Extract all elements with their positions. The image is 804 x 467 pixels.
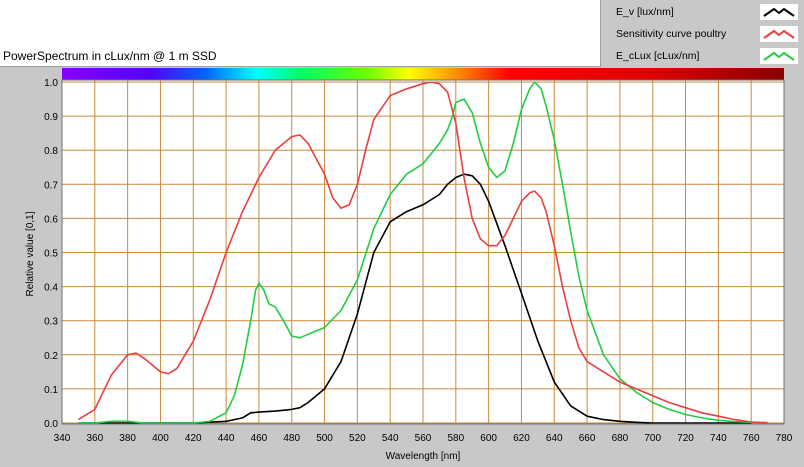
x-tick-label: 500 [316,433,333,444]
x-tick-label: 440 [218,433,235,444]
x-tick-label: 700 [644,433,661,444]
x-tick-label: 760 [743,433,760,444]
y-tick-label: 0.2 [44,351,58,362]
legend-swatch-ev[interactable] [760,4,798,20]
x-tick-label: 680 [612,433,629,444]
x-tick-label: 740 [710,433,727,444]
y-tick-label: 0.9 [44,112,58,123]
y-tick-label: 1.0 [44,78,58,89]
plot-frame [61,79,785,425]
x-tick-label: 380 [119,433,136,444]
x-tick-label: 620 [513,433,530,444]
x-tick-label: 640 [546,433,563,444]
x-tick-label: 520 [349,433,366,444]
x-tick-label: 360 [86,433,103,444]
x-axis-title: Wavelength [nm] [386,451,461,462]
legend-swatch-eclux[interactable] [760,48,798,64]
legend: E_v [lux/nm] Sensitivity curve poultry E… [612,0,804,68]
y-tick-label: 0.8 [44,146,58,157]
legend-item-ev[interactable]: E_v [lux/nm] [612,2,802,22]
legend-label-poultry: Sensitivity curve poultry [616,28,727,40]
x-tick-label: 480 [283,433,300,444]
y-tick-label: 0.4 [44,283,58,294]
y-tick-label: 0.5 [44,249,58,260]
x-tick-label: 600 [480,433,497,444]
y-tick-label: 0.6 [44,214,58,225]
y-axis-title: Relative value [0,1] [25,211,36,296]
grid [61,80,785,424]
series-line-eclux [78,82,752,424]
series-line-ev [78,173,752,424]
header-panel: PowerSpectrum in cLux/nm @ 1 m SSD [0,0,601,67]
x-tick-label: 340 [54,433,71,444]
x-tick-label: 660 [579,433,596,444]
x-tick-label: 580 [447,433,464,444]
y-tick-labels: 0.0 0.1 0.2 0.3 0.4 0.5 0.6 0.7 0.8 0.9 1.0 [44,78,58,430]
x-tick-label: 780 [776,433,793,444]
x-tick-label: 720 [677,433,694,444]
legend-item-eclux[interactable]: E_cLux [cLux/nm] [612,46,802,66]
series-line-poultry [77,82,768,424]
legend-swatch-poultry[interactable] [760,26,798,42]
legend-item-poultry[interactable]: Sensitivity curve poultry [612,24,802,44]
x-tick-label: 460 [251,433,268,444]
x-tick-label: 420 [185,433,202,444]
chart-area: 340 360 380 400 420 440 460 480 500 520 540 560 580 6… [25,68,793,462]
series-layer [77,82,768,424]
y-tick-label: 0.3 [44,317,58,328]
y-tick-label: 0.0 [44,419,58,430]
y-tick-label: 0.7 [44,180,58,191]
legend-label-eclux: E_cLux [cLux/nm] [616,50,700,62]
legend-label-ev: E_v [lux/nm] [616,6,674,18]
spectrum-bar [62,68,784,80]
x-tick-labels: 340 360 380 400 420 440 460 480 500 520 540 560 580 6… [54,433,793,444]
x-tick-label: 400 [152,433,169,444]
y-tick-label: 0.1 [44,385,58,396]
x-tick-label: 560 [415,433,432,444]
x-tick-label: 540 [382,433,399,444]
chart-title: PowerSpectrum in cLux/nm @ 1 m SSD [3,49,217,63]
